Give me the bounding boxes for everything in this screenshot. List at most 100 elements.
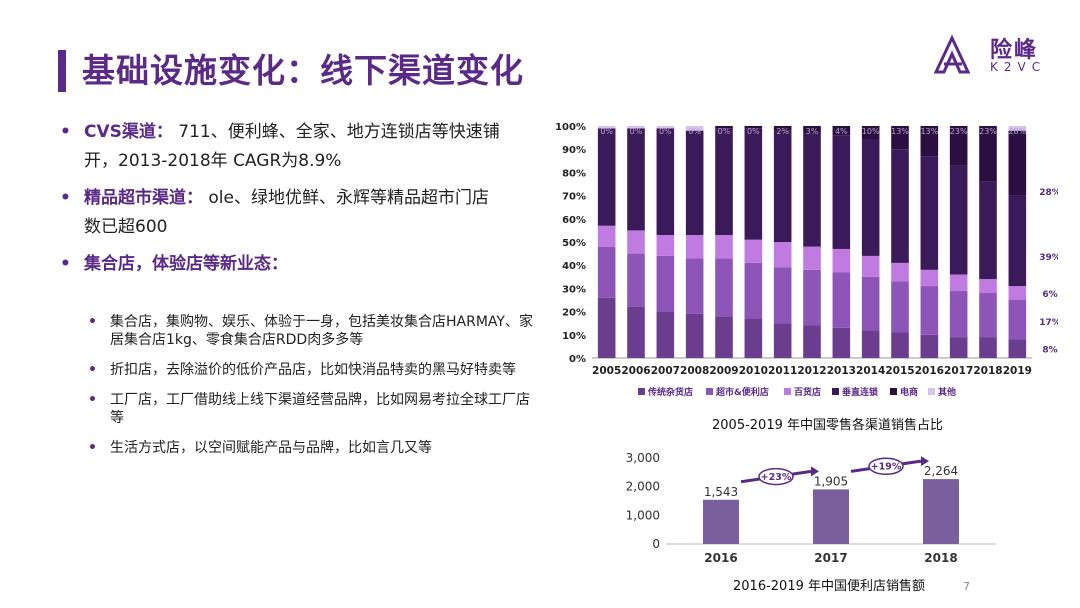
bar-segment (715, 126, 733, 129)
data-label: 1,905 (814, 474, 848, 488)
bar-segment (832, 135, 851, 249)
x-tick-label: 2010 (739, 365, 768, 377)
y-tick-label: 1,000 (626, 508, 660, 522)
x-tick-label: 2005 (592, 365, 621, 377)
x-tick-label: 2007 (651, 365, 680, 377)
legend-label: 电商 (900, 386, 918, 398)
sub-bullet-text: 折扣店，去除溢价的低价产品店，比如快消品特卖的黑马好特卖等 (110, 362, 516, 378)
sub-bullet-discount-store: • 折扣店，去除溢价的低价产品店，比如快消品特卖的黑马好特卖等 (58, 361, 538, 379)
sub-bullet-text: 生活方式店，以空间赋能产品与品牌，比如言几又等 (110, 440, 432, 456)
data-label: 2,264 (924, 464, 958, 478)
x-tick-label: 2008 (680, 365, 709, 377)
top-data-label: 0% (600, 127, 613, 136)
x-tick-label: 2016 (915, 365, 944, 377)
bar-segment (773, 267, 792, 324)
right-data-label: 8% (1042, 346, 1057, 356)
bar-segment (920, 126, 939, 157)
top-data-label: 0% (747, 127, 760, 136)
top-data-label: 2% (776, 127, 789, 136)
bar (923, 479, 959, 544)
sub-bullet-factory-store: • 工厂店，工厂借助线上线下渠道经营品牌，比如网易考拉全球工厂店等 (58, 391, 538, 427)
bar (813, 489, 849, 544)
bar-segment (979, 181, 997, 280)
bar-segment (627, 230, 645, 254)
bar-segment (1008, 126, 1027, 131)
bar-segment (656, 126, 675, 129)
bar-segment (920, 334, 939, 358)
bar-segment (773, 126, 792, 131)
bar-segment (803, 132, 821, 247)
growth-arrowhead (811, 466, 819, 477)
bar-segment (803, 246, 821, 270)
bar-segment (891, 262, 909, 282)
bar-segment (891, 332, 909, 358)
bar-segment (773, 323, 792, 358)
logo-text-cn: 险峰 (990, 38, 1039, 63)
bar-segment (685, 130, 704, 236)
legend-label: 百货店 (794, 386, 821, 398)
top-data-label: 0% (659, 127, 672, 136)
bar-segment (597, 225, 616, 247)
bar-segment (744, 262, 763, 319)
top-data-label: 0% (630, 127, 643, 136)
bar-segment (715, 316, 733, 358)
bar-segment (803, 325, 821, 358)
top-data-label: 28% (1008, 127, 1026, 136)
bar-segment (715, 128, 733, 236)
k2vc-logo (933, 34, 971, 74)
logo-text-en: K2VC (990, 60, 1047, 74)
y-tick-label: 2,000 (626, 480, 660, 494)
top-data-label: 4% (835, 127, 848, 136)
bar-segment (979, 126, 997, 182)
bullet-dot: • (88, 440, 97, 456)
title-accent-bar (58, 50, 66, 92)
sub-bullet-collection-store: • 集合店，集购物、娱乐、体验于一身，包括美妆集合店HARMAY、家居集合店1k… (58, 313, 538, 349)
bar-segment (744, 318, 763, 358)
chart1-title: 2005-2019 年中国零售各渠道销售占比 (712, 418, 943, 433)
bar-segment (656, 235, 675, 256)
bar-segment (627, 128, 645, 231)
top-data-label: 13% (920, 127, 938, 136)
bar-segment (597, 126, 616, 129)
right-data-label: 28% (1039, 188, 1058, 198)
y-tick-label: 20% (562, 308, 586, 319)
bar-segment (949, 290, 968, 338)
bullet-dot: • (88, 392, 97, 408)
bar-segment (656, 311, 675, 358)
sub-bullet-text: 集合店，集购物、娱乐、体验于一身，包括美妆集合店HARMAY、家居集合店1kg、… (110, 314, 533, 348)
bar-segment (627, 126, 645, 129)
legend-label: 垂直连锁 (842, 386, 878, 398)
legend-label: 其他 (938, 386, 956, 398)
right-data-label: 39% (1039, 253, 1058, 263)
right-data-label: 6% (1042, 290, 1057, 300)
x-tick-label: 2006 (621, 365, 650, 377)
y-tick-label: 80% (562, 168, 586, 179)
legend-swatch (890, 388, 897, 395)
bullet-text: 开，2013-2018年 CAGR为8.9% (84, 151, 342, 171)
bullet-text: 711、便利蜂、全家、地方连锁店等快速铺 (178, 122, 500, 142)
legend-swatch (784, 388, 791, 395)
bullet-key: 集合店，体验店等新业态： (84, 254, 288, 274)
bar-segment (803, 126, 821, 133)
bar-segment (861, 255, 880, 277)
x-tick-label: 2019 (1003, 365, 1032, 377)
bar-segment (656, 128, 675, 236)
bar-segment (715, 258, 733, 317)
bar-segment (832, 248, 851, 273)
bar-segment (979, 293, 997, 338)
bar-segment (949, 274, 968, 291)
bullet-text: ole、绿地优鲜、永辉等精品超市门店 (208, 188, 489, 208)
x-tick-label: 2017 (944, 365, 973, 377)
legend-swatch (638, 388, 645, 395)
x-tick-label: 2014 (856, 365, 885, 377)
top-data-label: 23% (979, 127, 997, 136)
bar-segment (773, 130, 792, 242)
growth-badge (758, 467, 794, 486)
bullet-new-formats: • 集合店，体验店等新业态： (58, 250, 538, 279)
right-data-label: 17% (1039, 318, 1058, 328)
x-tick-label: 2015 (885, 365, 914, 377)
bullet-dot: • (60, 188, 71, 208)
bar-segment (744, 128, 763, 240)
bullet-dot: • (60, 254, 71, 274)
y-tick-label: 0% (569, 354, 586, 365)
